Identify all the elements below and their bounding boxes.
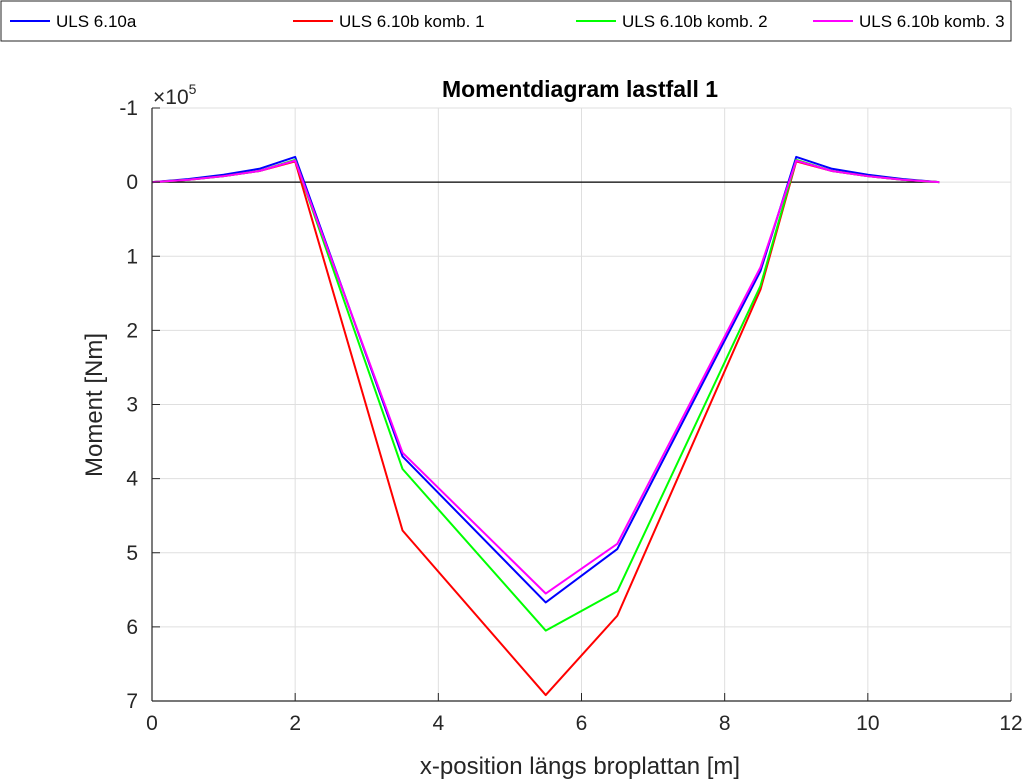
- x-tick-label: 0: [146, 712, 158, 735]
- y-tick-label: -1: [119, 97, 138, 120]
- legend-label-2: ULS 6.10b komb. 1: [339, 12, 485, 31]
- series-lines: [151, 155, 940, 697]
- y-tick-label: 6: [126, 616, 138, 639]
- y-multiplier-exponent: 5: [189, 81, 197, 97]
- legend-label-3: ULS 6.10b komb. 2: [622, 12, 768, 31]
- x-axis-label: x-position längs broplattan [m]: [420, 753, 740, 780]
- x-tick-labels: 0 2 4 6 8 10 12: [146, 712, 1023, 735]
- y-tick-label: 4: [126, 468, 138, 491]
- legend-label-4: ULS 6.10b komb. 3: [859, 12, 1005, 31]
- y-tick-label: 1: [126, 245, 138, 268]
- y-multiplier-base: ×10: [153, 86, 189, 109]
- series-line-1: [151, 155, 940, 604]
- y-tick-label: 5: [126, 542, 138, 565]
- x-tick-label: 10: [856, 712, 879, 735]
- x-tick-label: 2: [289, 712, 301, 735]
- y-tick-labels: -1 0 1 2 3 4 5 6 7: [119, 97, 138, 713]
- legend-label-1: ULS 6.10a: [56, 12, 137, 31]
- series-line-4: [151, 159, 940, 595]
- x-tick-label: 12: [999, 712, 1022, 735]
- x-tick-label: 6: [576, 712, 588, 735]
- y-tick-label: 7: [126, 690, 138, 713]
- y-tick-label: 0: [126, 171, 138, 194]
- chart-title: Momentdiagram lastfall 1: [442, 76, 718, 102]
- y-tick-label: 3: [126, 394, 138, 417]
- y-tick-label: 2: [126, 319, 138, 342]
- x-tick-label: 8: [719, 712, 731, 735]
- x-tick-label: 4: [432, 712, 444, 735]
- y-axis-label: Moment [Nm]: [81, 333, 108, 477]
- legend: ULS 6.10a ULS 6.10b komb. 1 ULS 6.10b komb…: [0, 0, 1012, 42]
- tick-marks: [151, 107, 1012, 702]
- y-multiplier: ×105: [153, 81, 197, 109]
